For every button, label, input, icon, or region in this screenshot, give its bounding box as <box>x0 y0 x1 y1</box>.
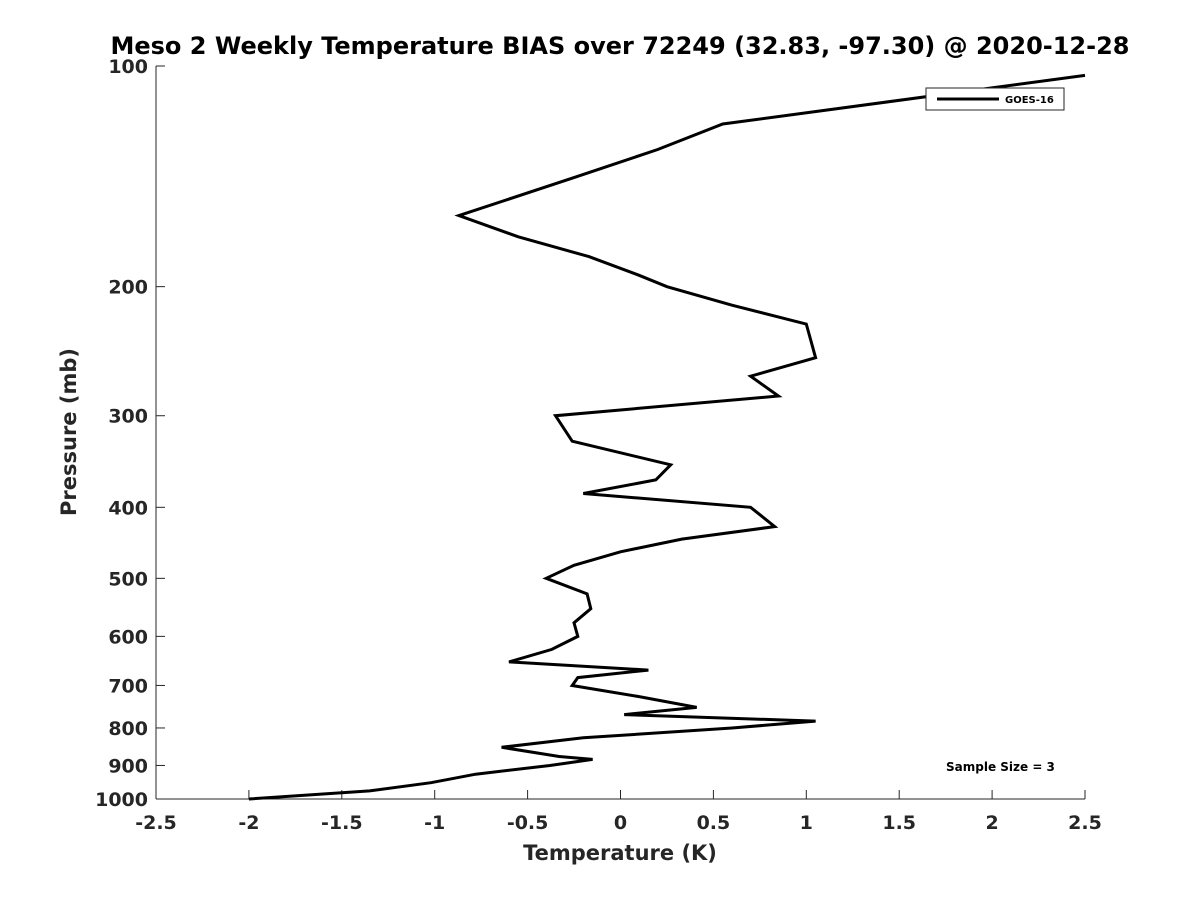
legend-label-goes-16: GOES-16 <box>1005 95 1054 106</box>
x-tick-label: -0.5 <box>507 812 549 834</box>
series-layer <box>248 73 1086 801</box>
y-tick-label: 300 <box>108 406 148 428</box>
y-tick-label: 800 <box>108 718 148 740</box>
x-tick-label: -1.5 <box>321 812 363 834</box>
y-tick-label: 600 <box>108 626 148 648</box>
y-tick-label: 1000 <box>95 789 148 811</box>
y-tick-label: 100 <box>108 56 148 78</box>
series-line-goes-16 <box>248 73 1086 801</box>
sample-size-annotation: Sample Size = 3 <box>946 760 1055 774</box>
x-tick-label: 0 <box>614 812 627 834</box>
x-axis-ticks: -2.5 -2 -1.5 -1 -0.5 0 0.5 1 1.5 2 2.5 <box>135 790 1102 834</box>
x-axis-label: Temperature (K) <box>523 841 717 865</box>
y-axis-label: Pressure (mb) <box>57 348 81 516</box>
x-tick-label: 1.5 <box>882 812 916 834</box>
x-tick-label: 0.5 <box>697 812 731 834</box>
legend: GOES-16 <box>925 87 1065 111</box>
y-tick-label: 200 <box>108 277 148 299</box>
x-tick-label: 2 <box>985 812 998 834</box>
y-axis-ticks: 100 200 300 400 500 600 700 800 900 1000 <box>95 56 165 811</box>
y-tick-label: 400 <box>108 497 148 519</box>
y-tick-label: 700 <box>108 675 148 697</box>
x-tick-label: 1 <box>800 812 813 834</box>
x-tick-label: -2.5 <box>135 812 177 834</box>
x-tick-label: 2.5 <box>1068 812 1102 834</box>
chart-title: Meso 2 Weekly Temperature BIAS over 7224… <box>110 32 1129 60</box>
plot-area <box>156 66 1085 799</box>
x-tick-label: -2 <box>238 812 259 834</box>
y-tick-label: 900 <box>108 755 148 777</box>
y-tick-label: 500 <box>108 568 148 590</box>
x-tick-label: -1 <box>424 812 445 834</box>
